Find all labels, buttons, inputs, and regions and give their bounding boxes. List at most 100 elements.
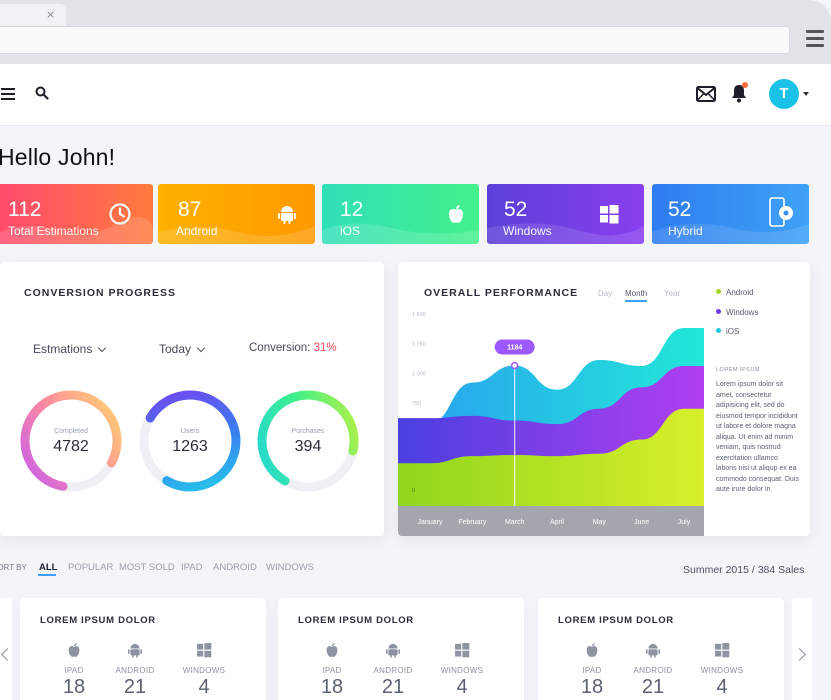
app-header: T — [0, 64, 831, 126]
product-stat-value: 4 — [198, 676, 210, 698]
stat-card-windows[interactable]: 52 Windows — [487, 184, 644, 244]
cursor-point — [510, 361, 519, 370]
product-card-title: LOREM IPSUM DOLOR — [298, 615, 414, 626]
avatar[interactable]: T — [769, 79, 799, 109]
y-tick-label: 0 — [412, 488, 415, 494]
android-icon — [386, 643, 400, 658]
stat-value: 12 — [340, 198, 364, 221]
avatar-dropdown-caret-icon[interactable] — [803, 92, 809, 96]
panel-title: OVERALL PERFORMANCE — [424, 287, 579, 299]
period-month[interactable]: Month — [625, 289, 648, 298]
card-wave-decoration — [652, 223, 809, 244]
product-stat-windows: WINDOWS 4 — [174, 640, 234, 699]
product-stat-android: ANDROID 21 — [105, 640, 165, 699]
product-stat-value: 4 — [456, 676, 468, 698]
lorem-body: Lorem ipsum dolor sit amet, consectetur … — [716, 381, 799, 493]
stat-value: 112 — [8, 198, 42, 221]
ring-value: 4782 — [53, 438, 89, 455]
today-dropdown[interactable]: Today — [159, 342, 206, 356]
stat-label: Windows — [503, 224, 552, 238]
ring-users: Users 1263 — [137, 388, 243, 494]
product-stat-ipad: IPAD 18 — [44, 640, 104, 699]
sort-most-sold[interactable]: MOST SOLD — [119, 562, 175, 573]
stat-card-ios[interactable]: 12 iOS — [322, 184, 479, 244]
tooltip-bubble — [494, 339, 535, 355]
product-stat-value: 21 — [641, 676, 665, 698]
product-stat-label: IPAD — [582, 666, 602, 675]
product-stat-label: WINDOWS — [182, 666, 226, 675]
windows-icon — [600, 205, 619, 224]
ring-progress-arc — [257, 390, 359, 492]
legend-item-android: Android — [716, 288, 754, 297]
hamburger-menu-icon[interactable] — [1, 88, 15, 100]
product-stat-value: 18 — [320, 676, 344, 698]
sort-android[interactable]: ANDROID — [213, 562, 257, 573]
product-stat-label: WINDOWS — [440, 666, 484, 675]
period-active-indicator — [625, 300, 647, 302]
address-bar[interactable] — [0, 26, 790, 54]
conversion-value: 31% — [313, 342, 337, 354]
sort-popular[interactable]: POPULAR — [68, 562, 114, 573]
sales-summary: Summer 2015 / 384 Sales — [683, 564, 805, 576]
estimations-dropdown[interactable]: Estmations — [33, 342, 107, 356]
page-title: Hello John! — [0, 144, 116, 170]
x-tick-label: February — [458, 519, 487, 526]
legend-dot — [716, 328, 721, 333]
sort-all[interactable]: ALL — [39, 562, 58, 573]
product-stat-windows: WINDOWS 4 — [692, 640, 752, 699]
product-stat-ipad: IPAD 18 — [562, 640, 622, 699]
android-icon — [646, 643, 660, 658]
stat-card-total-estimations[interactable]: 112 Total Estimations — [0, 184, 153, 244]
ring-chart — [257, 390, 359, 492]
ring-progress-arc — [20, 390, 122, 492]
product-stat-value: 18 — [62, 676, 86, 698]
legend-label: Windows — [726, 308, 759, 317]
android-icon — [128, 643, 142, 658]
browser-tab[interactable]: × — [0, 4, 66, 26]
stat-label: iOS — [340, 224, 361, 238]
ring-caption: Completed — [54, 428, 88, 435]
browser-menu-icon[interactable] — [806, 30, 824, 50]
x-tick-label: May — [593, 519, 607, 526]
product-card[interactable]: LOREM IPSUM DOLOR IPAD 18 ANDROID 21 WIN… — [278, 598, 524, 700]
ring-caption: Purchases — [291, 428, 325, 435]
stat-card-android[interactable]: 87 Android — [158, 184, 315, 244]
tooltip-value: 1184 — [507, 344, 522, 351]
legend-item-windows: Windows — [716, 308, 758, 317]
product-stat-value: 21 — [381, 676, 405, 698]
product-stat-label: ANDROID — [633, 666, 673, 675]
legend-item-ios: iOS — [716, 327, 739, 336]
product-card[interactable]: LOREM IPSUM DOLOR IPAD 18 ANDROID 21 WIN… — [538, 598, 784, 700]
sort-ipad[interactable]: IPAD — [181, 562, 203, 573]
product-stat-android: ANDROID 21 — [623, 640, 683, 699]
tab-close-icon[interactable]: × — [46, 8, 56, 21]
card-wave-decoration — [322, 223, 479, 244]
product-stat-ipad: IPAD 18 — [302, 640, 362, 699]
stat-label: Total Estimations — [8, 224, 99, 238]
apple-icon — [449, 205, 463, 223]
product-stat-label: IPAD — [64, 666, 84, 675]
search-icon[interactable] — [35, 86, 49, 100]
stat-value: 52 — [504, 198, 528, 221]
product-card[interactable]: LOREM IPSUM DOLOR IPAD 18 ANDROID 21 WIN… — [20, 598, 266, 700]
x-tick-label: April — [550, 519, 564, 526]
bell-icon[interactable] — [731, 83, 747, 103]
card-wave-decoration — [158, 226, 315, 244]
ring-chart — [139, 390, 241, 492]
sort-windows[interactable]: WINDOWS — [266, 562, 315, 573]
stat-card-hybrid[interactable]: 52 Hybrid — [652, 184, 809, 244]
product-stat-windows: WINDOWS 4 — [432, 640, 492, 699]
apple-icon — [68, 643, 80, 657]
windows-icon — [715, 643, 730, 658]
stat-label: Android — [176, 224, 218, 238]
x-tick-label: January — [418, 519, 443, 526]
product-stat-label: ANDROID — [115, 666, 155, 675]
period-year[interactable]: Year — [664, 289, 681, 298]
y-tick-label: 1 000 — [412, 371, 426, 377]
chevron-down-icon — [196, 343, 206, 353]
period-day[interactable]: Day — [598, 289, 613, 298]
mail-icon[interactable] — [696, 86, 716, 102]
ring-value: 1263 — [172, 438, 208, 455]
product-stat-label: ANDROID — [373, 666, 413, 675]
notification-badge — [742, 82, 748, 88]
